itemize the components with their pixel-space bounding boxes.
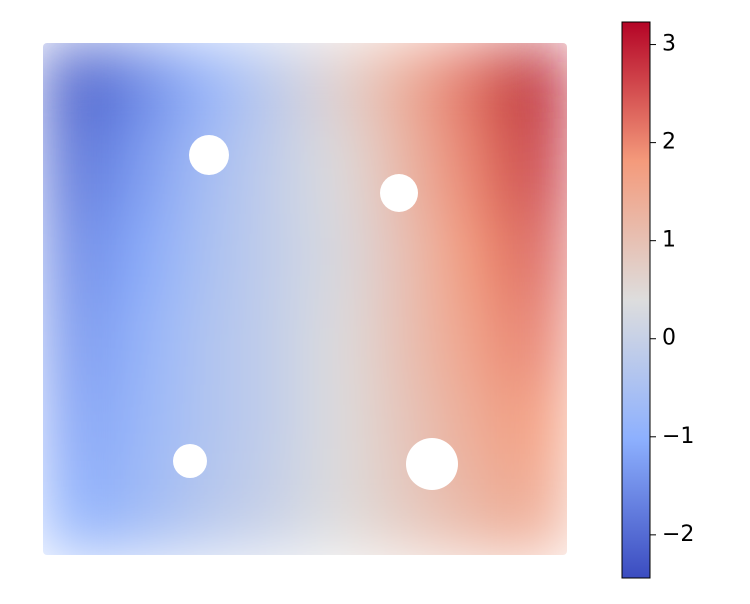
field-cell [305,469,371,555]
field-cell [174,43,240,129]
field-cell [43,469,109,555]
field-cell [436,128,502,215]
field-cell [239,384,306,471]
field-cell [370,299,437,385]
field-cell [436,43,502,129]
colorbar-tick-label: −2 [662,522,694,547]
field-cell [239,469,306,555]
hole [189,135,229,175]
field-cell [370,213,437,300]
field-cell [501,299,567,385]
hole [406,438,458,490]
field-cell [305,213,371,300]
field-cell [305,128,371,215]
field-cell [174,469,240,555]
field-cell [108,469,175,555]
field-cell [501,128,567,215]
field-cell [108,128,175,215]
field-cell [108,384,175,471]
field-cell [501,213,567,300]
hole [173,444,207,478]
field-cell [436,299,502,385]
colorbar [621,21,651,579]
field-cell [43,43,109,129]
field [43,43,567,555]
field-cell [239,128,306,215]
field-cell [501,384,567,471]
field-cell [436,213,502,300]
field-cell [305,43,371,129]
field-cell [305,299,371,385]
field-cell [305,384,371,471]
colorbar-tick-label: 3 [662,32,676,57]
colorbar-tick-label: 0 [662,326,676,351]
holes [173,135,458,490]
field-cell [43,128,109,215]
field-cell [501,469,567,555]
colorbar-tick-label: −1 [662,424,694,449]
field-cell [239,43,306,129]
field-cell [108,213,175,300]
hole [380,174,418,212]
field-cells [43,43,567,555]
field-cell [108,43,175,129]
field-cell [108,299,175,385]
field-cell [239,299,306,385]
field-cell [370,43,437,129]
colorbar-tick-label: 1 [662,228,676,253]
field-cell [174,213,240,300]
field-cell [174,299,240,385]
field-cell [501,43,567,129]
field-cell [239,213,306,300]
field-cell [43,299,109,385]
colorbar-tick-label: 2 [662,130,676,155]
field-cell [43,384,109,471]
field-cell [43,213,109,300]
